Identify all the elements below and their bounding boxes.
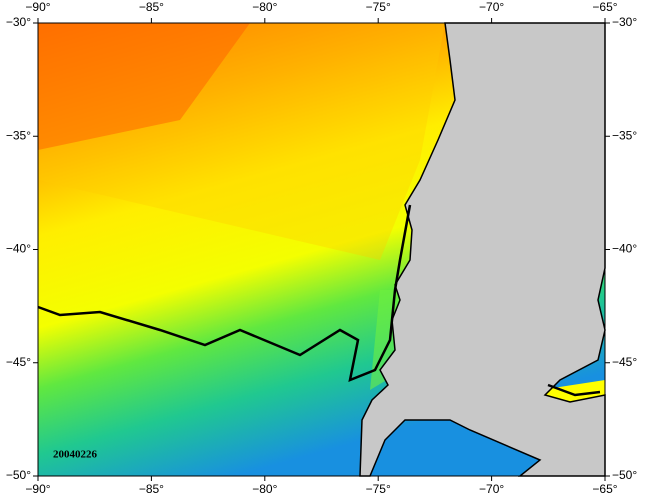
y-tick-label: −50° [612, 468, 637, 482]
y-tick-label: −45° [612, 355, 637, 369]
x-tick-label: −65° [592, 482, 617, 496]
x-tick-label: −90° [25, 0, 50, 14]
y-tick-label: −40° [612, 242, 637, 256]
y-tick-label: −30° [6, 15, 31, 29]
fronts [37, 204, 601, 397]
x-tick-label: −75° [366, 0, 391, 14]
x-tick-label: −70° [479, 482, 504, 496]
date-label: 20040226 [53, 449, 98, 461]
x-tick-label: −85° [139, 482, 164, 496]
y-tick-label: −35° [6, 128, 31, 142]
y-tick-label: −40° [6, 242, 31, 256]
x-tick-label: −65° [592, 0, 617, 14]
x-tick-label: −80° [252, 0, 277, 14]
x-tick-label: −70° [479, 0, 504, 14]
x-tick-label: −75° [366, 482, 391, 496]
y-tick-label: −45° [6, 355, 31, 369]
x-tick-label: −90° [25, 482, 50, 496]
y-tick-label: −50° [6, 468, 31, 482]
x-tick-label: −85° [139, 0, 164, 14]
y-tick-label: −30° [612, 15, 637, 29]
x-tick-label: −80° [252, 482, 277, 496]
y-tick-label: −35° [612, 128, 637, 142]
